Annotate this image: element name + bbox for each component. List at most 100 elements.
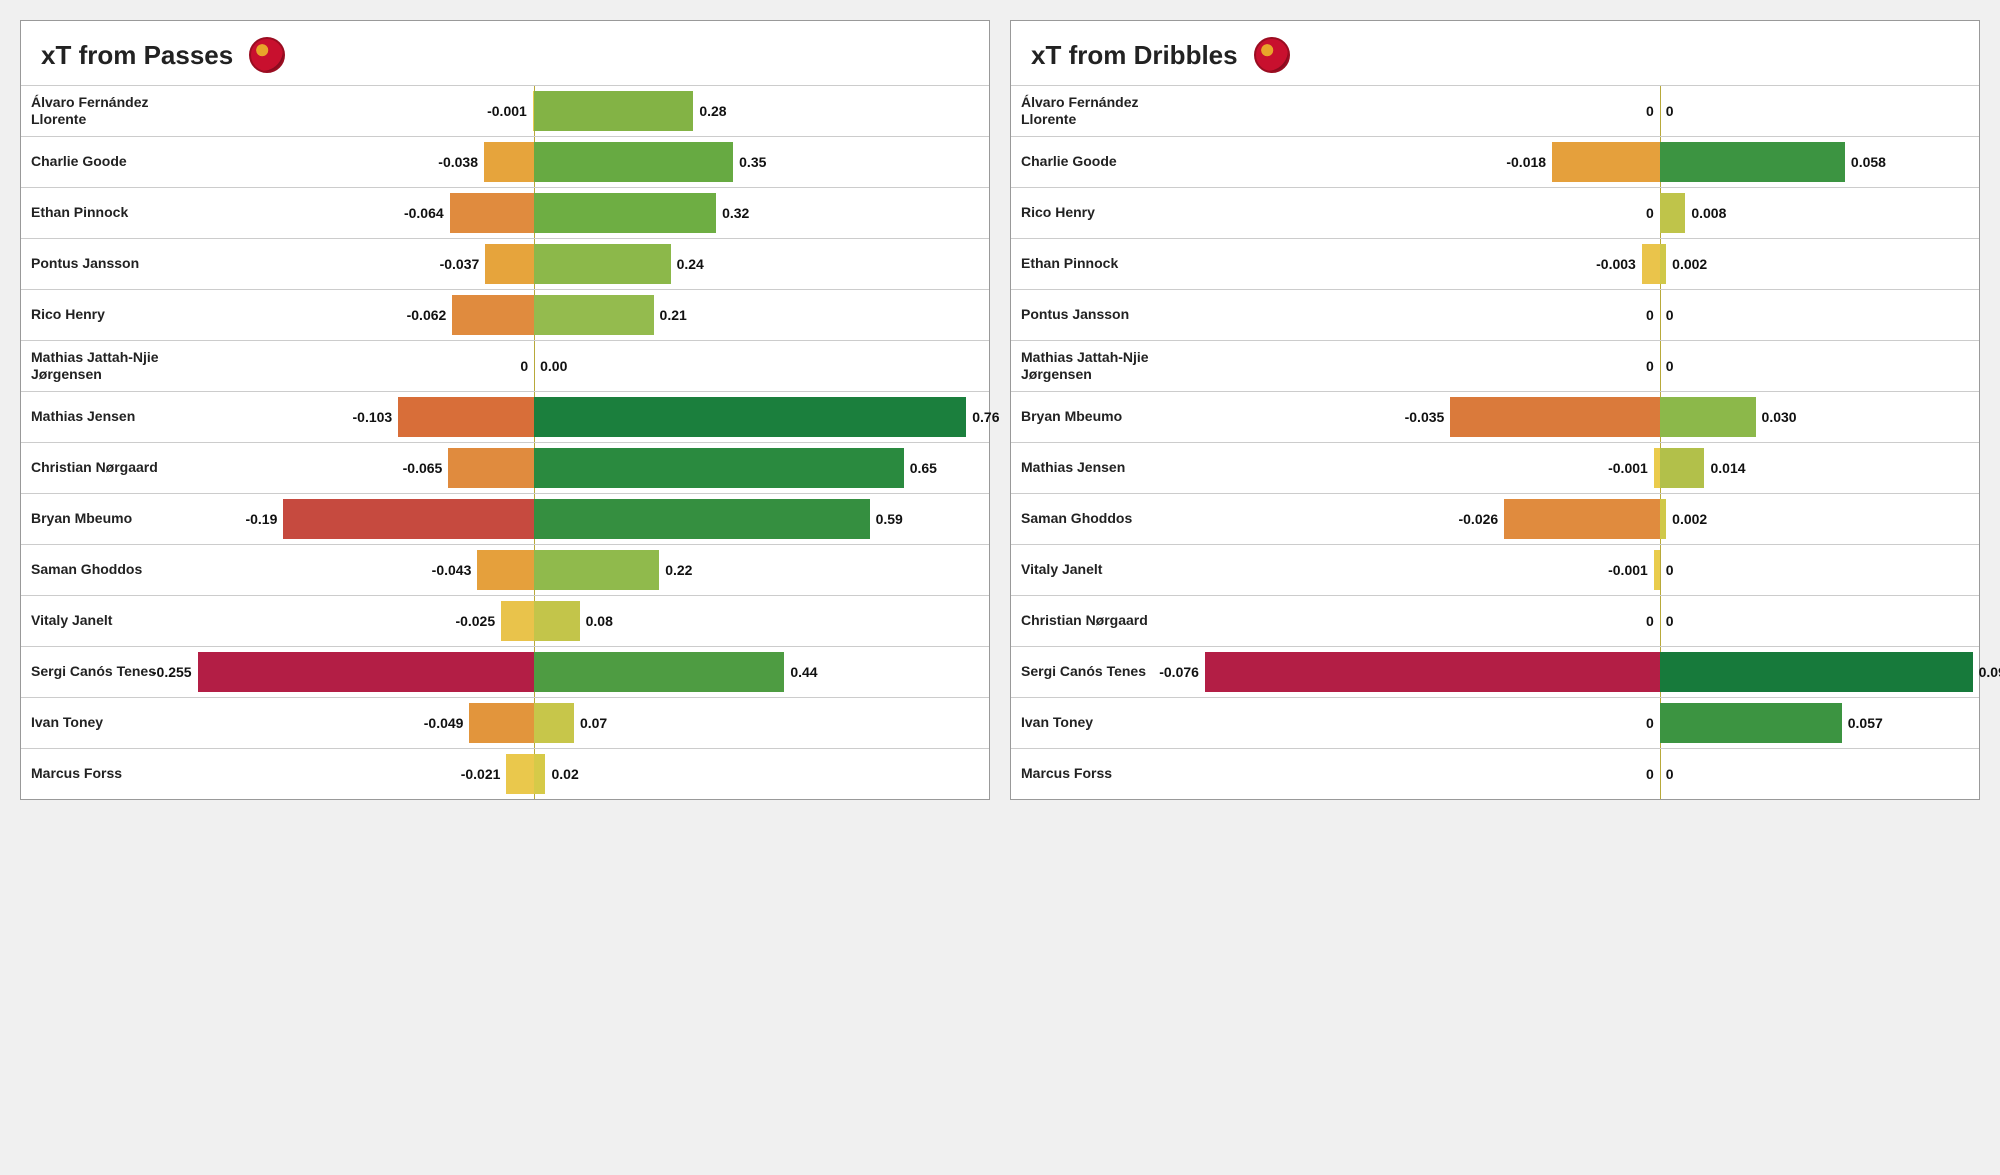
- table-row: Rico Henry00.008: [1011, 187, 1979, 238]
- negative-value: -0.018: [1506, 154, 1552, 170]
- table-row: Vitaly Janelt-0.0010: [1011, 544, 1979, 595]
- positive-value: 0.002: [1666, 256, 1707, 272]
- player-name: Saman Ghoddos: [1011, 510, 1181, 528]
- positive-value: 0: [1660, 358, 1674, 374]
- positive-value: 0.058: [1845, 154, 1886, 170]
- bar-area: 00.008: [1181, 188, 1979, 238]
- positive-value: 0.35: [733, 154, 766, 170]
- player-name: Ivan Toney: [1011, 714, 1181, 732]
- player-name: Marcus Forss: [1011, 765, 1181, 783]
- negative-bar: [477, 550, 534, 590]
- player-name: Christian Nørgaard: [1011, 612, 1181, 630]
- team-badge-icon: [249, 37, 285, 73]
- dribbles-title-row: xT from Dribbles: [1011, 21, 1979, 85]
- positive-value: 0.014: [1704, 460, 1745, 476]
- table-row: Mathias Jensen-0.1030.76: [21, 391, 989, 442]
- positive-value: 0.65: [904, 460, 937, 476]
- negative-bar: [198, 652, 535, 692]
- negative-value: -0.025: [455, 613, 501, 629]
- negative-value: -0.255: [152, 664, 198, 680]
- negative-value: 0: [1646, 103, 1660, 119]
- negative-bar: [484, 142, 534, 182]
- negative-value: 0: [1646, 358, 1660, 374]
- table-row: Christian Nørgaard00: [1011, 595, 1979, 646]
- bar-area: -0.0010.28: [191, 86, 989, 136]
- bar-area: -0.0640.32: [191, 188, 989, 238]
- negative-bar: [452, 295, 534, 335]
- positive-value: 0.44: [784, 664, 817, 680]
- player-name: Saman Ghoddos: [21, 561, 191, 579]
- negative-bar: [450, 193, 534, 233]
- dribbles-panel: xT from Dribbles Álvaro Fernández Lloren…: [1010, 20, 1980, 800]
- negative-value: -0.103: [353, 409, 399, 425]
- bar-area: 00: [1181, 749, 1979, 799]
- negative-bar: [1642, 244, 1660, 284]
- negative-bar: [398, 397, 534, 437]
- negative-bar: [1450, 397, 1659, 437]
- dribbles-rows: Álvaro Fernández Llorente00Charlie Goode…: [1011, 85, 1979, 799]
- positive-bar: [534, 142, 733, 182]
- positive-value: 0: [1660, 562, 1674, 578]
- player-name: Bryan Mbeumo: [21, 510, 191, 528]
- passes-title-row: xT from Passes: [21, 21, 989, 85]
- bar-area: -0.0030.002: [1181, 239, 1979, 289]
- table-row: Ivan Toney-0.0490.07: [21, 697, 989, 748]
- positive-bar: [534, 703, 574, 743]
- negative-bar: [485, 244, 534, 284]
- table-row: Saman Ghoddos-0.0260.002: [1011, 493, 1979, 544]
- positive-bar: [1660, 142, 1845, 182]
- positive-value: 0: [1660, 307, 1674, 323]
- negative-value: -0.043: [432, 562, 478, 578]
- positive-value: 0.00: [534, 358, 567, 374]
- player-name: Pontus Jansson: [1011, 306, 1181, 324]
- player-name: Charlie Goode: [1011, 153, 1181, 171]
- positive-bar: [534, 244, 670, 284]
- player-name: Bryan Mbeumo: [1011, 408, 1181, 426]
- negative-value: -0.065: [403, 460, 449, 476]
- negative-value: -0.026: [1458, 511, 1504, 527]
- positive-bar: [534, 754, 545, 794]
- table-row: Marcus Forss-0.0210.02: [21, 748, 989, 799]
- positive-bar: [534, 91, 693, 131]
- positive-bar: [534, 295, 653, 335]
- negative-value: 0: [1646, 766, 1660, 782]
- player-name: Vitaly Janelt: [1011, 561, 1181, 579]
- positive-bar: [534, 652, 784, 692]
- negative-bar: [1552, 142, 1660, 182]
- table-row: Rico Henry-0.0620.21: [21, 289, 989, 340]
- table-row: Mathias Jattah-Njie Jørgensen00.00: [21, 340, 989, 391]
- positive-bar: [534, 601, 579, 641]
- player-name: Pontus Jansson: [21, 255, 191, 273]
- negative-value: -0.062: [407, 307, 453, 323]
- negative-bar: [1504, 499, 1660, 539]
- player-name: Ivan Toney: [21, 714, 191, 732]
- bar-area: -0.065 0.65: [191, 443, 989, 493]
- negative-value: -0.19: [245, 511, 283, 527]
- negative-value: -0.076: [1159, 664, 1205, 680]
- negative-value: 0: [1646, 613, 1660, 629]
- negative-value: 0: [1646, 205, 1660, 221]
- player-name: Álvaro Fernández Llorente: [1011, 94, 1181, 129]
- bar-area: -0.0210.02: [191, 749, 989, 799]
- bar-area: -0.0620.21: [191, 290, 989, 340]
- positive-value: 0.07: [574, 715, 607, 731]
- negative-bar: [506, 754, 534, 794]
- bar-area: 00.057: [1181, 698, 1979, 748]
- player-name: Marcus Forss: [21, 765, 191, 783]
- positive-bar: [1660, 448, 1705, 488]
- table-row: Marcus Forss00: [1011, 748, 1979, 799]
- positive-value: 0.76: [966, 409, 999, 425]
- negative-bar: [283, 499, 534, 539]
- positive-bar: [1660, 193, 1686, 233]
- negative-value: -0.001: [487, 103, 533, 119]
- player-name: Mathias Jattah-Njie Jørgensen: [21, 349, 191, 384]
- negative-bar: [501, 601, 534, 641]
- table-row: Ethan Pinnock-0.0640.32: [21, 187, 989, 238]
- positive-bar: [534, 448, 904, 488]
- bar-area: 00.00: [191, 341, 989, 391]
- negative-value: -0.035: [1405, 409, 1451, 425]
- negative-value: 0: [1646, 307, 1660, 323]
- positive-bar: [534, 499, 869, 539]
- player-name: Vitaly Janelt: [21, 612, 191, 630]
- positive-bar: [534, 397, 966, 437]
